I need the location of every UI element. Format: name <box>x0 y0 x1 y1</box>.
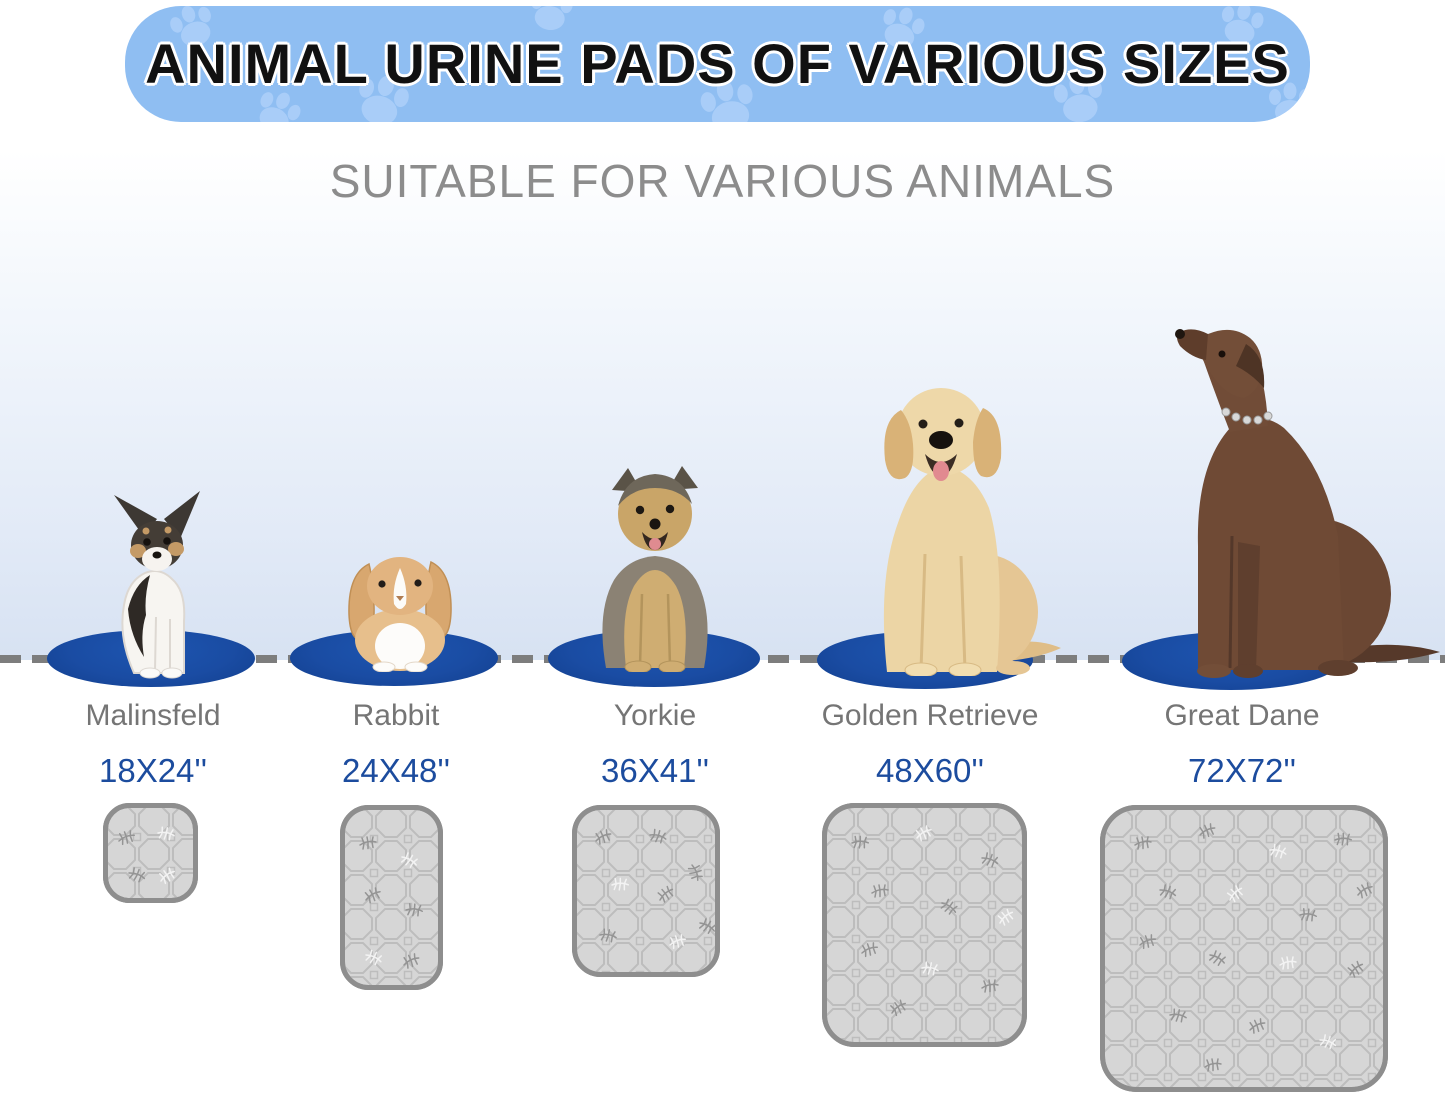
leaf-motifs <box>359 836 423 969</box>
yorkie <box>602 466 708 672</box>
pad-size-label: 24X48'' <box>341 752 451 789</box>
animal-name-label: Yorkie <box>613 699 697 732</box>
animal-name-label: Great Dane <box>1164 699 1320 732</box>
leaf-motifs <box>1134 823 1373 1072</box>
poster-subtitle: SUITABLE FOR VARIOUS ANIMALS <box>329 155 1116 207</box>
poster-title: ANIMAL URINE PADS OF VARIOUS SIZES <box>145 32 1290 95</box>
chihuahua-illustration <box>114 491 200 679</box>
animal-name-label: Malinsfeld <box>85 699 221 732</box>
great-dane-illustration <box>1175 329 1440 678</box>
golden-retriever <box>883 388 1061 676</box>
pad-size-label: 36X41'' <box>600 752 710 789</box>
pad-preview-24x48 <box>340 805 443 990</box>
rabbit <box>348 557 452 672</box>
leaf-motifs <box>851 825 1014 1017</box>
animal-name-label: Golden Retrieve <box>821 699 1039 732</box>
pad-size-label: 18X24'' <box>98 752 208 789</box>
pad-size-label: 48X60'' <box>875 752 985 789</box>
leaf-motifs <box>595 828 716 950</box>
animal-name-label: Rabbit <box>352 699 440 732</box>
chain-collar <box>1221 407 1273 425</box>
pad-preview-48x60 <box>822 803 1027 1047</box>
pad-preview-36x41 <box>572 805 720 977</box>
paw-print-pattern <box>170 6 1310 122</box>
chihuahua <box>114 491 200 679</box>
golden-retriever-illustration <box>883 388 1061 676</box>
pad-preview-18x24 <box>103 803 198 903</box>
paw-prints <box>170 6 1310 122</box>
lop-rabbit-illustration <box>348 557 452 672</box>
title-banner: ANIMAL URINE PADS OF VARIOUS SIZES <box>125 6 1310 122</box>
leaf-motifs <box>118 826 175 885</box>
pad-size-label: 72X72'' <box>1187 752 1297 789</box>
pad-preview-72x72 <box>1100 805 1388 1092</box>
yorkie-illustration <box>602 466 708 672</box>
great-dane <box>1175 329 1440 678</box>
